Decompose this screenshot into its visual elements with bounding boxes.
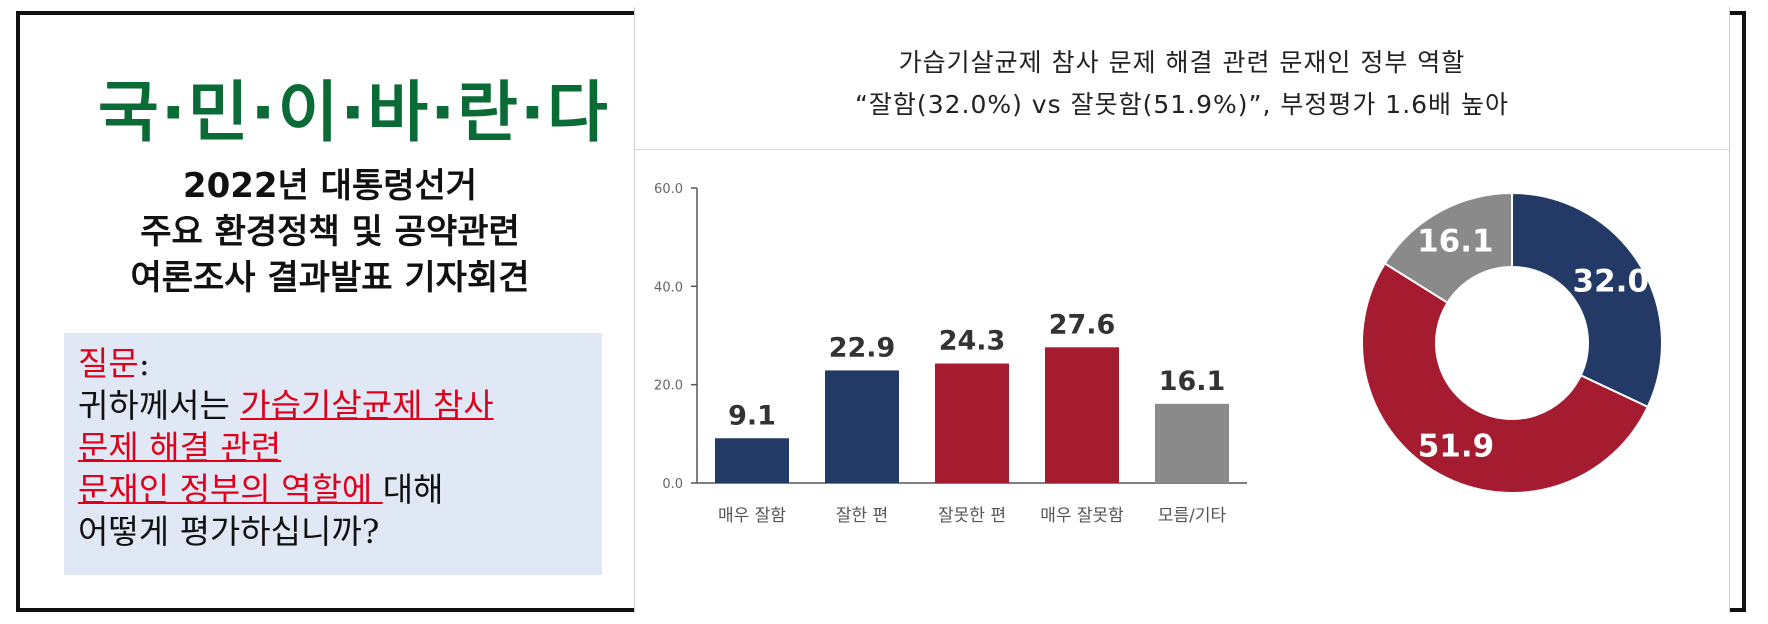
x-tick-label: 잘못한 편 [938,506,1006,526]
question-box: 질문: 귀하께서는 가습기살균제 참사 문제 해결 관련 문재인 정부의 역할에… [64,333,602,575]
question-line-4: 어떻게 평가하십니까? [78,512,380,551]
donut-slice [1511,191,1663,409]
left-panel: 국·민·이·바·란·다 2022년 대통령선거 주요 환경정책 및 공약관련 여… [20,15,640,608]
bar [1155,403,1229,483]
question-line1-underlined: 가습기살균제 참사 [240,386,494,425]
y-tick-label: 60.0 [654,182,683,197]
x-tick-label: 모름/기타 [1158,506,1227,526]
question-line-2: 문제 해결 관련 [78,427,588,469]
bar-value-label: 16.1 [1159,366,1226,397]
bar [715,438,789,483]
donut-slice-label: 51.9 [1418,429,1495,465]
x-tick-label: 잘한 편 [836,506,888,526]
bar-value-label: 27.6 [1049,309,1116,340]
question-label-line: 질문: [78,343,588,385]
bar-value-label: 24.3 [939,326,1006,357]
bar-value-label: 9.1 [728,400,776,431]
donut-slice [1383,191,1513,305]
question-line2-underlined: 문제 해결 관련 [78,428,282,467]
donut-slice-label: 32.0 [1573,263,1650,299]
question-line3-suffix: 대해 [382,470,444,509]
bar [935,363,1009,483]
question-label: 질문 [78,344,139,383]
chart-title-line-2: “잘함(32.0%) vs 잘못함(51.9%)”, 부정평가 1.6배 높아 [854,90,1509,119]
x-tick-label: 매우 잘함 [718,506,786,526]
chart-svg: 0.0 20.0 40.0 60.0 9.1 매우 잘함 22.9 잘한 편 24.3 잘못한 편… [654,182,1663,526]
subtitle-line-1: 2022년 대통령선거 [182,166,478,206]
bar [1045,347,1119,483]
chart-title-line-1: 가습기살균제 참사 문제 해결 관련 문재인 정부 역할 [898,48,1466,77]
y-tick-label: 0.0 [662,477,683,492]
chart-panel: 가습기살균제 참사 문제 해결 관련 문재인 정부 역할 “잘함(32.0%) … [634,7,1730,613]
donut-slice-label: 16.1 [1417,224,1494,260]
donut-slice [1361,262,1650,494]
frame: 국·민·이·바·란·다 2022년 대통령선거 주요 환경정책 및 공약관련 여… [16,7,1746,613]
brand-title: 국·민·이·바·란·다 [98,74,610,151]
y-tick-label: 40.0 [654,280,683,295]
question-line-3: 문재인 정부의 역할에 대해 [78,469,588,511]
question-line1-prefix: 귀하께서는 [78,386,241,425]
x-tick-label: 매우 잘못함 [1040,506,1124,526]
question-line3-underlined: 문재인 정부의 역할에 [78,470,383,509]
y-tick-label: 20.0 [654,379,683,394]
subtitle-line-2: 주요 환경정책 및 공약관련 [140,212,520,252]
subtitle-line-3: 여론조사 결과발표 기자회견 [130,258,530,298]
question-line-1: 귀하께서는 가습기살균제 참사 [78,385,588,427]
bar-value-label: 22.9 [829,332,896,363]
bar [825,370,899,483]
chart-panel-header: 가습기살균제 참사 문제 해결 관련 문재인 정부 역할 “잘함(32.0%) … [635,7,1729,150]
question-colon: : [138,344,150,383]
